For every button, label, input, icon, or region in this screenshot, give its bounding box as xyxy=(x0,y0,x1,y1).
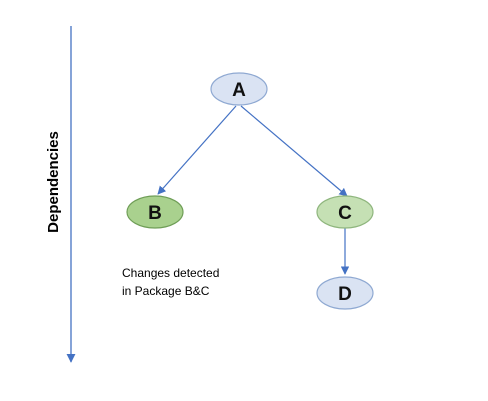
changes-note-line-1: Changes detected xyxy=(122,266,219,280)
edge-a-to-c xyxy=(240,105,348,197)
node-d-shape xyxy=(316,276,374,310)
node-a-label: A xyxy=(232,80,246,101)
node-c-label: C xyxy=(338,203,352,224)
dependencies-axis-label: Dependencies xyxy=(45,131,62,233)
node-d-label: D xyxy=(338,284,352,305)
node-b-label: B xyxy=(148,203,162,224)
node-b-shape xyxy=(126,195,184,229)
changes-note-line-2: in Package B&C xyxy=(122,284,210,298)
node-b: B xyxy=(126,195,184,229)
node-d: D xyxy=(316,276,374,310)
node-c: C xyxy=(316,195,374,229)
node-c-shape xyxy=(316,195,374,229)
node-a-shape xyxy=(210,72,268,106)
node-a: A xyxy=(210,72,268,106)
edge-a-to-b xyxy=(157,105,237,195)
changes-note: Changes detected in Package B&C xyxy=(122,266,219,298)
